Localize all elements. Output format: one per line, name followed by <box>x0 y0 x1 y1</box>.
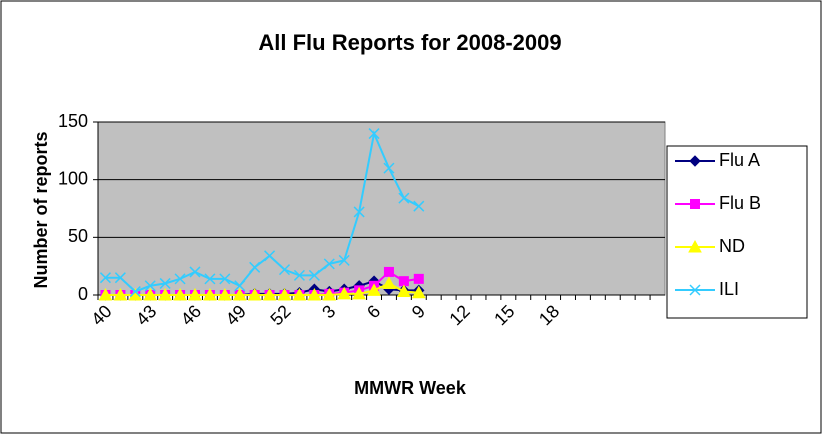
marker <box>232 287 247 301</box>
marker <box>411 285 426 299</box>
legend-label: ND <box>719 236 745 256</box>
legend-label: Flu B <box>719 193 761 213</box>
marker <box>204 273 216 285</box>
marker <box>99 272 111 284</box>
marker <box>689 284 701 296</box>
marker <box>353 206 365 218</box>
marker <box>689 155 701 167</box>
marker <box>338 254 350 266</box>
marker <box>397 284 411 298</box>
marker <box>277 287 292 301</box>
marker <box>382 276 396 289</box>
marker <box>413 200 425 212</box>
marker <box>173 287 187 301</box>
marker <box>217 287 232 301</box>
marker <box>174 273 186 285</box>
plot-area <box>97 121 666 296</box>
marker <box>398 192 410 204</box>
marker <box>129 286 141 298</box>
marker <box>219 273 231 285</box>
marker <box>113 287 128 301</box>
marker <box>114 272 126 284</box>
marker <box>293 269 305 281</box>
marker <box>398 276 409 287</box>
marker <box>383 162 395 174</box>
marker <box>189 266 201 278</box>
marker <box>144 280 156 292</box>
marker <box>158 287 172 301</box>
marker <box>413 273 424 284</box>
marker <box>247 287 262 301</box>
marker <box>278 264 291 276</box>
marker <box>323 258 335 270</box>
marker <box>143 287 158 301</box>
legend-label: ILI <box>719 279 739 299</box>
y-axis-label: Number of reports <box>31 131 51 288</box>
marker <box>322 287 337 301</box>
marker <box>307 287 322 301</box>
marker <box>352 286 366 300</box>
marker <box>159 277 171 289</box>
marker <box>308 269 320 281</box>
y-tick-label: 150 <box>58 111 88 131</box>
marker <box>262 287 277 301</box>
marker <box>98 287 113 301</box>
marker <box>249 261 261 273</box>
marker <box>203 287 217 301</box>
marker <box>292 287 307 301</box>
marker <box>337 286 352 300</box>
marker <box>690 199 700 209</box>
chart-title: All Flu Reports for 2008-2009 <box>258 30 561 55</box>
marker <box>234 280 246 292</box>
x-axis-label: MMWR Week <box>354 378 467 398</box>
series-line <box>105 282 419 296</box>
marker <box>188 287 202 301</box>
y-tick-label: 100 <box>58 168 88 188</box>
series-line <box>105 130 420 293</box>
marker <box>383 266 394 277</box>
marker <box>367 283 381 296</box>
legend-label: Flu A <box>719 150 760 170</box>
marker <box>368 128 380 140</box>
marker <box>264 250 276 262</box>
y-tick-label: 50 <box>68 226 88 246</box>
y-tick-label: 0 <box>78 284 88 304</box>
marker <box>688 239 702 253</box>
